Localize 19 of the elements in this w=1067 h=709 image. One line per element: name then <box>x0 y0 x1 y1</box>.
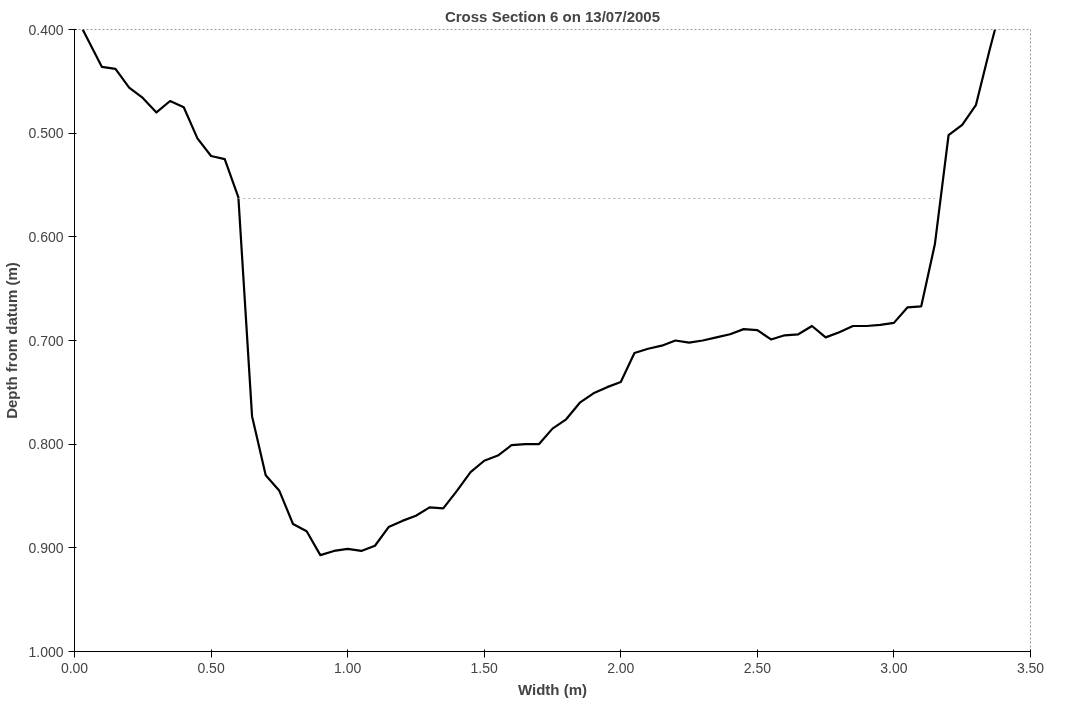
chart-title: Cross Section 6 on 13/07/2005 <box>444 7 661 25</box>
y-tick-label: 0.400 <box>28 21 64 38</box>
y-tick-label: 0.500 <box>28 125 64 142</box>
x-tick-label: 3.50 <box>1016 659 1045 676</box>
x-tick-label: 1.50 <box>470 659 499 676</box>
x-tick-label: 2.50 <box>743 659 772 676</box>
x-axis-title: Width (m) <box>518 680 588 698</box>
x-tick-label: 1.00 <box>334 659 362 676</box>
y-tick-label: 0.800 <box>28 436 64 453</box>
y-tick-label: 0.600 <box>28 228 64 245</box>
y-tick-label: 0.700 <box>28 332 64 349</box>
y-tick-label: 0.900 <box>28 539 64 556</box>
x-tick-label: 0.00 <box>60 659 89 676</box>
y-axis-title: Depth from datum (m) <box>3 262 21 419</box>
x-tick-label: 2.00 <box>607 659 635 676</box>
x-tick-label: 0.50 <box>197 659 225 676</box>
line-series <box>81 29 997 557</box>
x-tick-label: 3.00 <box>880 659 908 676</box>
y-tick-label: 1.000 <box>28 643 64 660</box>
